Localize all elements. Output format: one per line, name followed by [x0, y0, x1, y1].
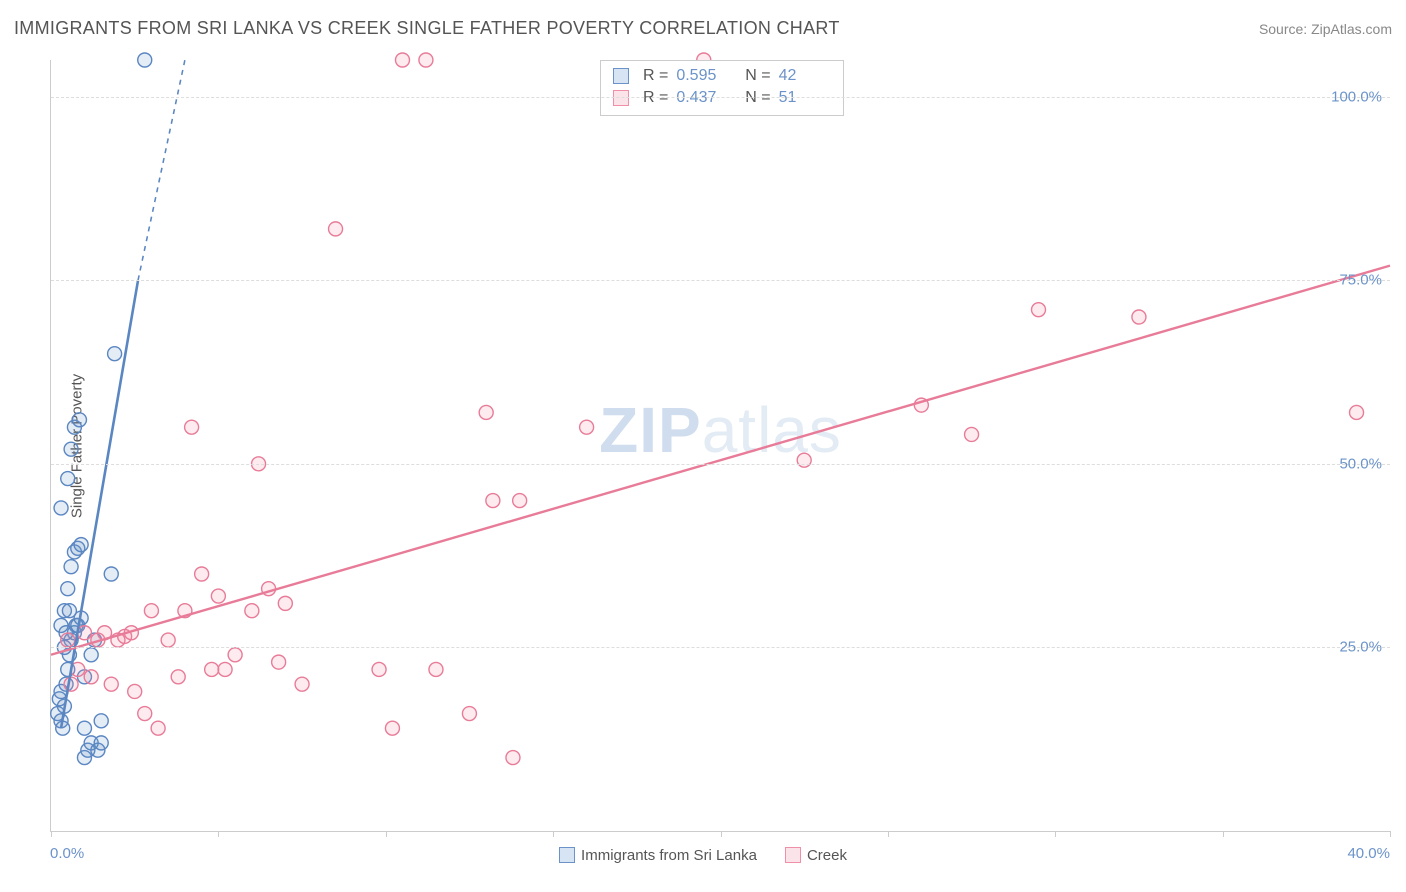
x-tick — [386, 831, 387, 837]
x-tick — [888, 831, 889, 837]
data-point — [61, 582, 75, 596]
data-point — [94, 736, 108, 750]
x-tick — [553, 831, 554, 837]
data-point — [228, 648, 242, 662]
data-point — [185, 420, 199, 434]
data-point — [797, 453, 811, 467]
stat-row: R = 0.437 N = 51 — [613, 87, 831, 109]
data-point — [385, 721, 399, 735]
data-point — [74, 538, 88, 552]
legend-swatch — [785, 847, 801, 863]
scatter-plot-area: ZIPatlas R =0.595 N = 42R =0.437 N = 51 … — [50, 60, 1390, 832]
data-point — [278, 596, 292, 610]
data-point — [462, 707, 476, 721]
source-attribution: Source: ZipAtlas.com — [1259, 21, 1392, 37]
data-point — [104, 677, 118, 691]
source-link[interactable]: ZipAtlas.com — [1311, 21, 1392, 37]
data-point — [144, 604, 158, 618]
data-point — [54, 501, 68, 515]
data-point — [1132, 310, 1146, 324]
data-point — [372, 662, 386, 676]
data-point — [84, 670, 98, 684]
gridline — [51, 280, 1390, 281]
x-tick — [721, 831, 722, 837]
data-point — [419, 53, 433, 67]
x-tick — [218, 831, 219, 837]
y-tick-label: 50.0% — [1339, 455, 1382, 472]
gridline — [51, 647, 1390, 648]
data-point — [61, 472, 75, 486]
legend-label: Immigrants from Sri Lanka — [581, 847, 757, 864]
data-point — [151, 721, 165, 735]
legend-item: Immigrants from Sri Lanka — [559, 847, 757, 864]
y-tick-label: 25.0% — [1339, 639, 1382, 656]
gridline — [51, 464, 1390, 465]
data-point — [77, 721, 91, 735]
x-tick — [1390, 831, 1391, 837]
data-point — [329, 222, 343, 236]
data-point — [128, 684, 142, 698]
stat-n-value: 42 — [779, 67, 831, 85]
correlation-stats-box: R = 0.595 N = 42 R = 0.437 N = 51 — [600, 60, 844, 116]
data-point — [479, 405, 493, 419]
y-tick-label: 100.0% — [1331, 88, 1382, 105]
data-point — [295, 677, 309, 691]
data-point — [965, 427, 979, 441]
stat-r-label: R = — [643, 67, 668, 85]
data-point — [205, 662, 219, 676]
source-prefix: Source: — [1259, 21, 1311, 37]
stat-swatch — [613, 90, 629, 106]
data-point — [513, 494, 527, 508]
data-point — [104, 567, 118, 581]
data-point — [272, 655, 286, 669]
stat-r-label: R = — [643, 89, 668, 107]
stat-r-value: 0.437 — [676, 89, 728, 107]
stat-n-label: N = — [736, 67, 770, 85]
data-point — [195, 567, 209, 581]
data-point — [84, 648, 98, 662]
data-point — [64, 442, 78, 456]
data-point — [64, 560, 78, 574]
data-point — [486, 494, 500, 508]
plot-svg — [51, 60, 1390, 831]
data-point — [245, 604, 259, 618]
data-point — [61, 633, 75, 647]
chart-title: IMMIGRANTS FROM SRI LANKA VS CREEK SINGL… — [14, 18, 840, 39]
data-point — [218, 662, 232, 676]
series-legend: Immigrants from Sri Lanka Creek — [0, 847, 1406, 864]
data-point — [108, 347, 122, 361]
data-point — [395, 53, 409, 67]
x-tick — [1223, 831, 1224, 837]
stat-n-value: 51 — [779, 89, 831, 107]
stat-n-label: N = — [736, 89, 770, 107]
data-point — [211, 589, 225, 603]
x-tick — [1055, 831, 1056, 837]
data-point — [64, 677, 78, 691]
legend-label: Creek — [807, 847, 847, 864]
x-tick — [51, 831, 52, 837]
data-point — [506, 751, 520, 765]
data-point — [161, 633, 175, 647]
data-point — [1032, 303, 1046, 317]
y-tick-label: 75.0% — [1339, 272, 1382, 289]
gridline — [51, 97, 1390, 98]
data-point — [94, 714, 108, 728]
legend-item: Creek — [785, 847, 847, 864]
data-point — [138, 53, 152, 67]
legend-swatch — [559, 847, 575, 863]
trend-line — [61, 280, 138, 728]
stat-row: R = 0.595 N = 42 — [613, 65, 831, 87]
data-point — [171, 670, 185, 684]
trend-line-extrapolated — [138, 60, 185, 280]
data-point — [1350, 405, 1364, 419]
data-point — [580, 420, 594, 434]
data-point — [72, 413, 86, 427]
data-point — [429, 662, 443, 676]
stat-r-value: 0.595 — [676, 67, 728, 85]
data-point — [62, 604, 76, 618]
stat-swatch — [613, 68, 629, 84]
data-point — [138, 707, 152, 721]
